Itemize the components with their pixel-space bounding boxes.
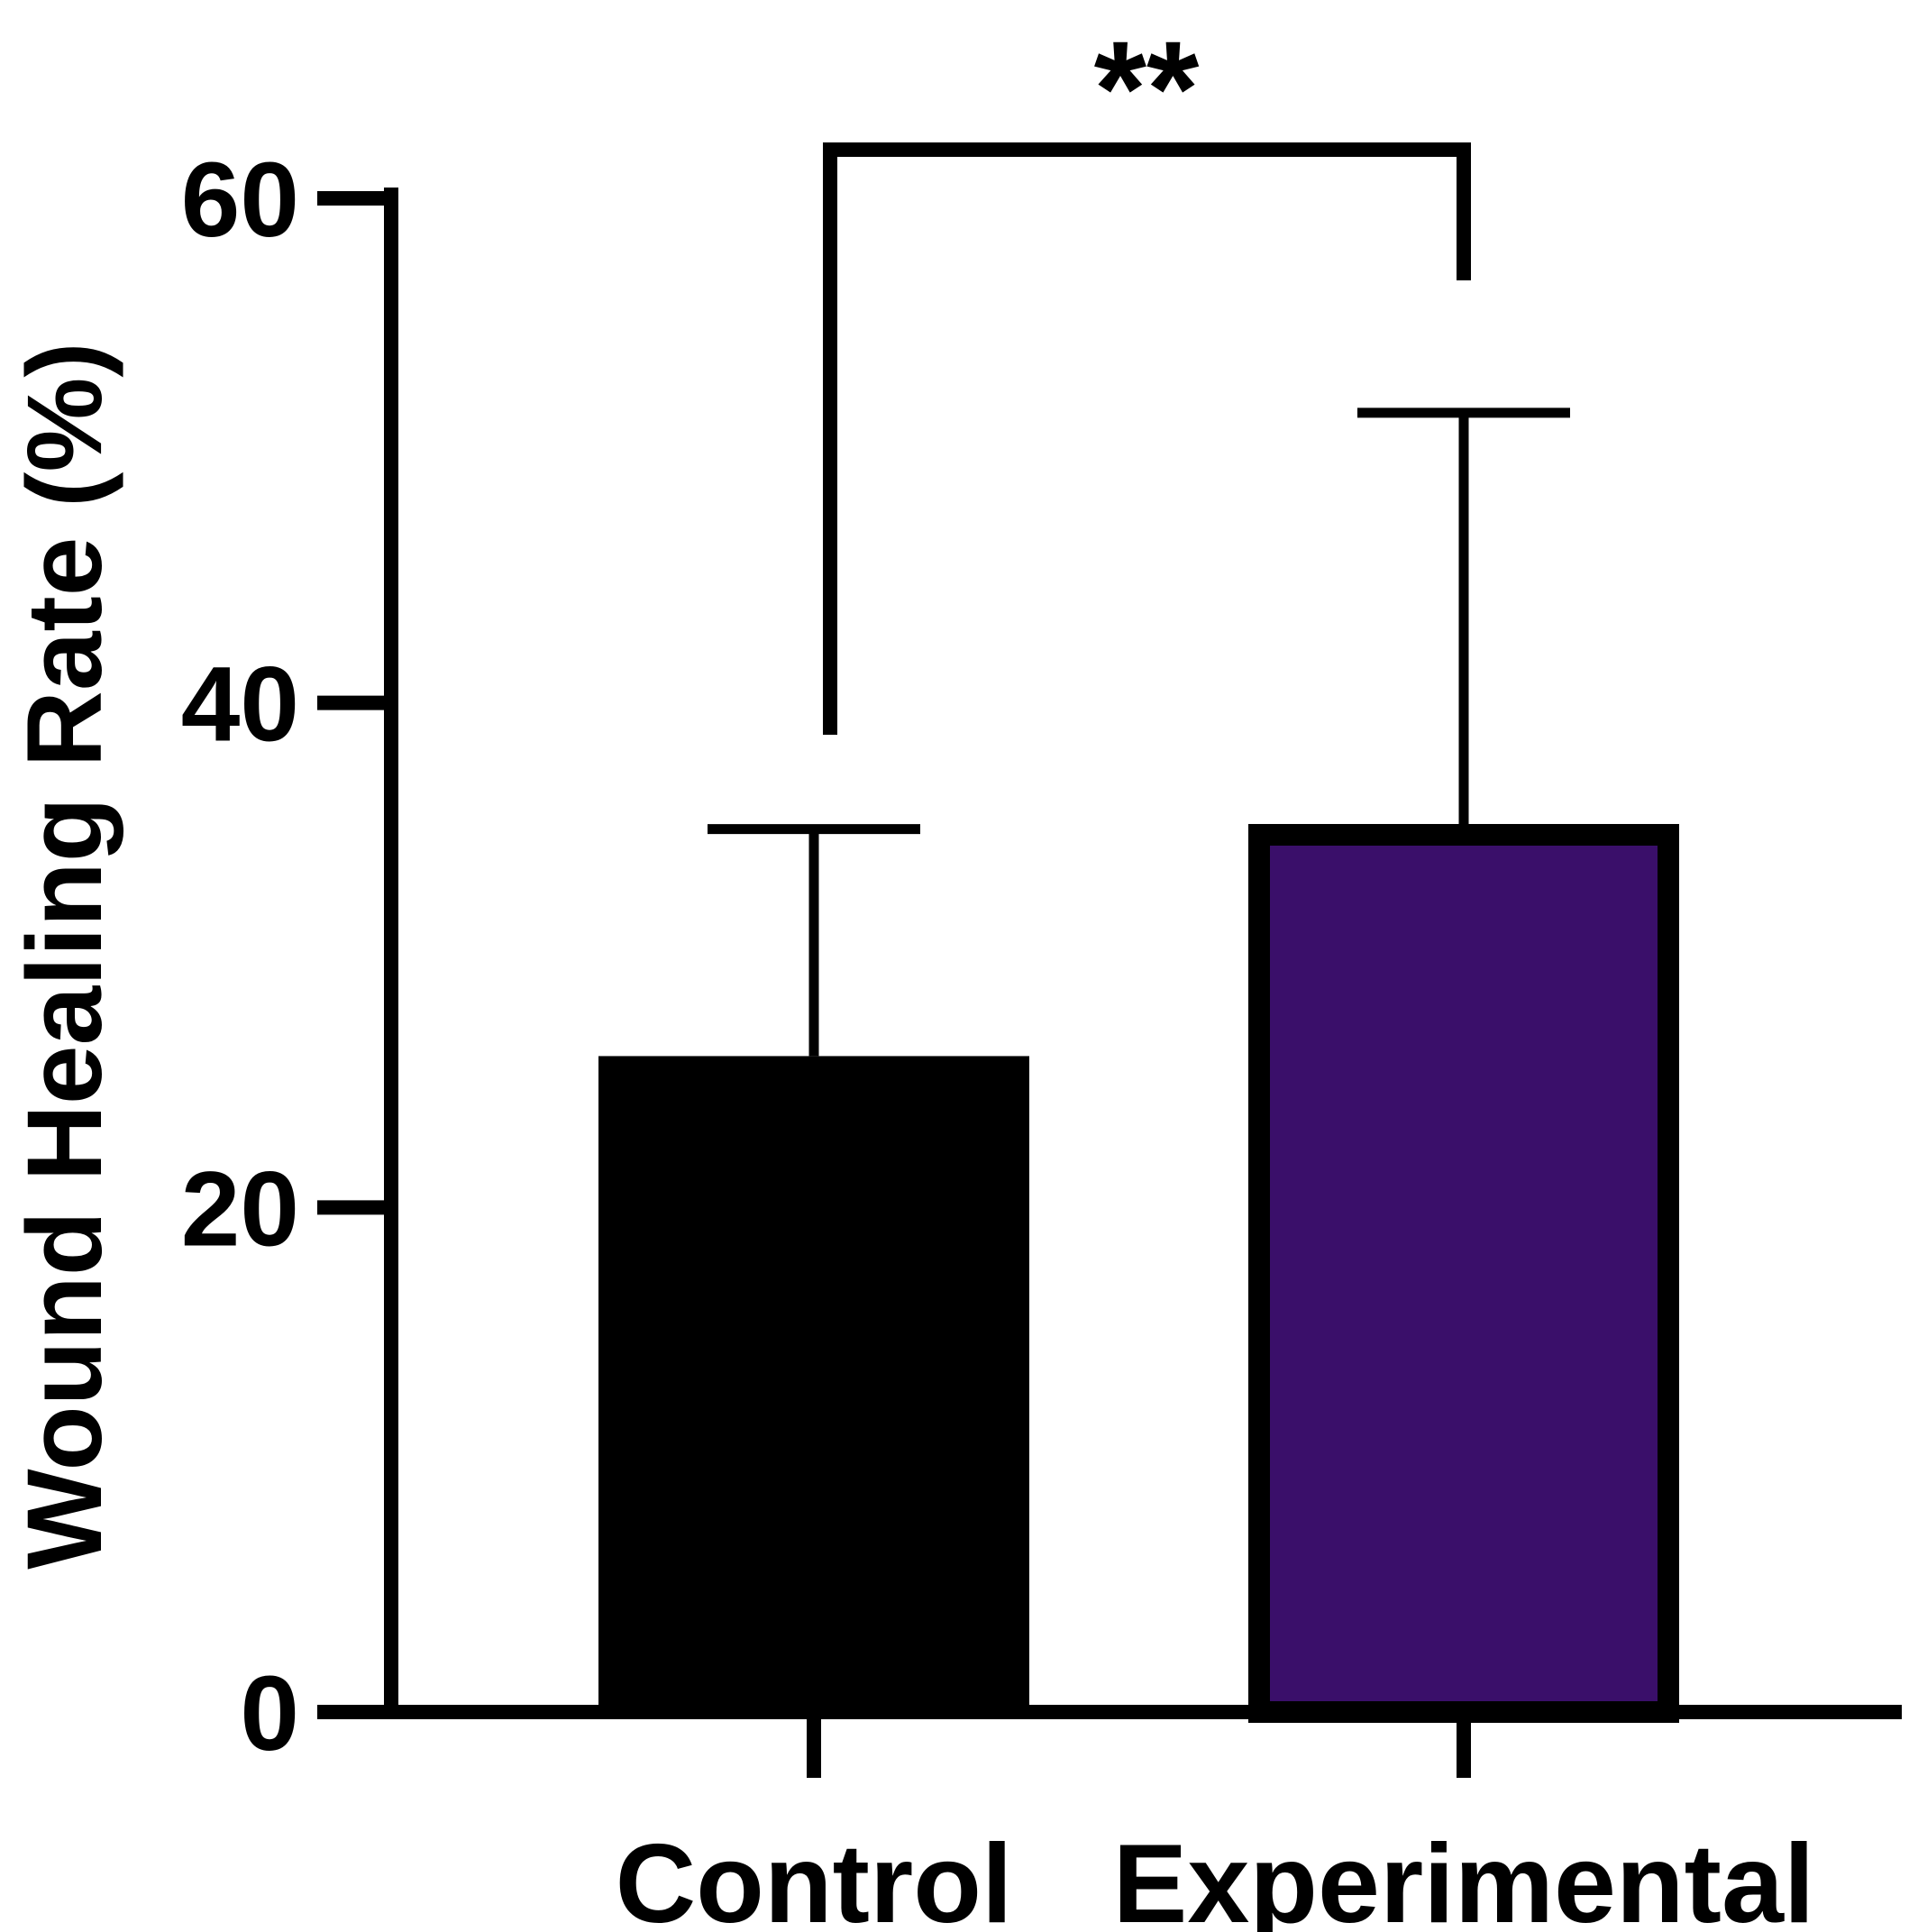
y-tick-label: 40	[181, 646, 299, 765]
y-ticks-layer: 0 20 40 60	[181, 141, 391, 1773]
bar-control	[598, 1056, 1029, 1712]
x-ticks-layer: Control Experimental	[616, 1712, 1815, 1932]
significance-layer: **	[823, 13, 1471, 735]
axes-layer	[317, 188, 1902, 1719]
bar-experimental	[1248, 823, 1679, 1723]
x-tick-label-control: Control	[616, 1822, 1013, 1932]
x-tick-label-experimental: Experimental	[1113, 1822, 1815, 1932]
y-tick-label: 60	[181, 141, 299, 260]
bars-layer	[598, 823, 1679, 1723]
error-bars-layer	[708, 407, 1570, 1057]
y-tick-label: 0	[240, 1654, 299, 1773]
y-tick-label: 20	[181, 1149, 299, 1268]
y-axis-label: Wound Healing Rate (%)	[5, 342, 124, 1569]
significance-label: **	[1094, 13, 1200, 164]
significance-bracket	[823, 142, 1471, 735]
